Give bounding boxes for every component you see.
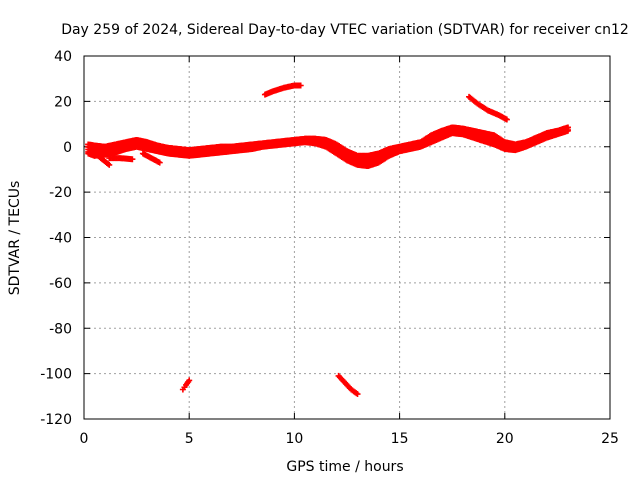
x-tick-label: 20 [496,431,514,447]
data-point [106,161,113,168]
y-tick-label: 20 [54,94,72,110]
plot-area [84,56,610,419]
data-point [156,159,163,166]
plot-frame [83,55,611,420]
data-point [503,116,510,123]
x-axis-label: GPS time / hours [286,459,403,475]
y-tick-label: -60 [49,276,72,292]
chart-title: Day 259 of 2024, Sidereal Day-to-day VTE… [61,22,629,38]
x-tick-label: 15 [391,431,409,447]
x-tick-label: 0 [80,431,89,447]
series-arc-near-19h [466,93,510,123]
y-tick-label: 40 [54,49,72,65]
series-early-arc-2 [106,155,136,163]
x-tick-label: 5 [185,431,194,447]
data-point [297,82,304,89]
y-tick-label: -120 [40,412,72,428]
y-tick-label: 0 [63,140,72,156]
y-tick-label: -20 [49,185,72,201]
y-tick-label: -100 [40,367,72,383]
series-arc-near-5h [179,377,193,393]
y-tick-label: -40 [49,231,72,247]
y-tick-label: -80 [49,321,72,337]
data-point [382,155,389,162]
data-point [129,156,136,163]
y-axis-label: SDTVAR / TECUs [7,181,23,296]
data-point [564,126,571,133]
data-point [354,391,361,398]
series-early-arc-3 [139,150,163,166]
series-layer [85,82,571,398]
x-tick-label: 10 [285,431,303,447]
series-arc-near-12.5h [335,372,361,398]
x-tick-label: 25 [601,431,619,447]
data-point [186,377,193,384]
series-arc-near-9h [261,82,304,98]
series-main-band-fill [85,124,571,169]
